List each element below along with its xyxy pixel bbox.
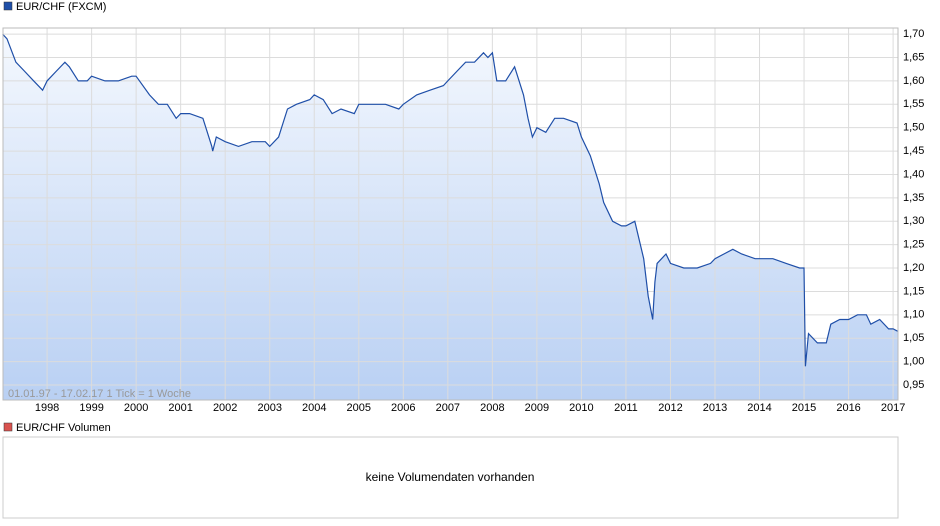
y-tick-label: 1,00	[903, 356, 924, 368]
y-tick-label: 1,30	[903, 215, 924, 227]
y-tick-label: 1,20	[903, 262, 924, 274]
x-tick-label: 2016	[836, 402, 860, 414]
y-tick-label: 1,45	[903, 145, 924, 157]
x-tick-label: 1998	[35, 402, 59, 414]
area-fill	[2, 34, 898, 400]
x-tick-label: 2012	[658, 402, 682, 414]
y-tick-label: 1,40	[903, 168, 924, 180]
x-tick-label: 2010	[569, 402, 593, 414]
volume-note: keine Volumendaten vorhanden	[366, 470, 535, 484]
y-tick-label: 1,25	[903, 239, 924, 251]
y-tick-label: 1,65	[903, 51, 924, 63]
x-tick-label: 2004	[302, 402, 326, 414]
range-note: 01.01.97 - 17.02.17 1 Tick = 1 Woche	[8, 388, 191, 400]
legend-label: EUR/CHF Volumen	[16, 422, 111, 434]
x-tick-label: 2005	[347, 402, 371, 414]
x-tick-label: 1999	[79, 402, 103, 414]
y-tick-label: 1,15	[903, 285, 924, 297]
legend-swatch	[3, 1, 13, 11]
y-tick-label: 1,55	[903, 98, 924, 110]
legend-label: EUR/CHF (FXCM)	[16, 1, 106, 13]
y-tick-label: 1,50	[903, 122, 924, 134]
x-tick-label: 2001	[168, 402, 192, 414]
plot-frame	[2, 27, 899, 401]
x-tick-label: 2013	[703, 402, 727, 414]
x-tick-label: 2015	[792, 402, 816, 414]
x-tick-label: 2002	[213, 402, 237, 414]
x-tick-label: 2003	[257, 402, 281, 414]
legend-swatch	[3, 422, 13, 432]
x-tick-label: 2011	[614, 402, 638, 414]
x-tick-label: 2014	[747, 402, 771, 414]
y-tick-label: 1,05	[903, 332, 924, 344]
y-tick-label: 0,95	[903, 379, 924, 391]
y-tick-label: 1,10	[903, 309, 924, 321]
y-tick-label: 1,70	[903, 28, 924, 40]
x-tick-label: 2009	[525, 402, 549, 414]
x-tick-label: 2008	[480, 402, 504, 414]
y-tick-label: 1,60	[903, 75, 924, 87]
y-tick-label: 1,35	[903, 192, 924, 204]
x-tick-label: 2007	[436, 402, 460, 414]
x-tick-label: 2000	[124, 402, 148, 414]
price-line	[2, 33, 898, 367]
x-tick-label: 2006	[391, 402, 415, 414]
x-tick-label: 2017	[881, 402, 905, 414]
volume-panel	[2, 436, 899, 519]
